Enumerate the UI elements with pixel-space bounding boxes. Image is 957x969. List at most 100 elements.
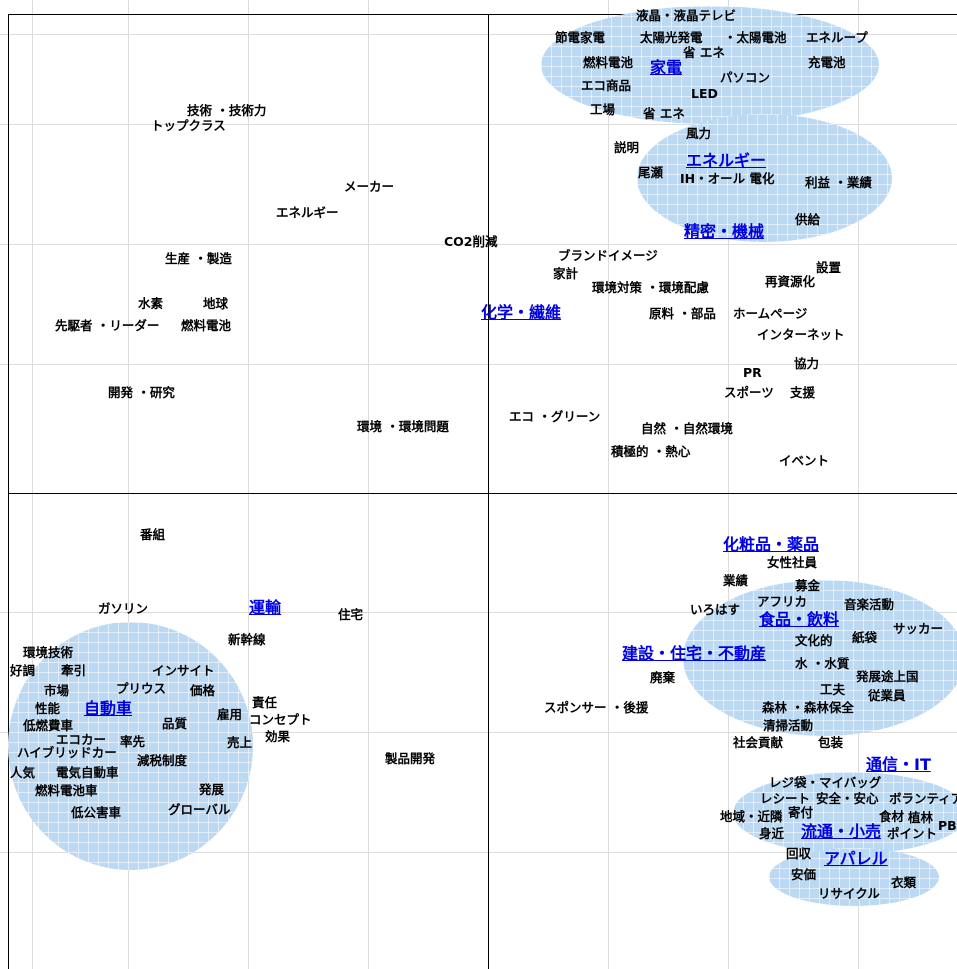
keyword: コンセプト [249,712,312,727]
keyword: CO2削減 [444,234,498,249]
keyword: 発展 [199,782,225,797]
keyword: サッカー [893,621,944,636]
keyword: 風力 [686,126,712,141]
keyword: 原料 ・部品 [649,306,716,321]
gridline [0,34,957,35]
keyword: レジ袋・マイバッグ [769,775,882,790]
keyword: 廃棄 [650,670,676,685]
keyword: 業績 [723,573,749,588]
keyword: 品質 [162,716,188,731]
keyword: 低燃費車 [23,718,74,733]
keyword: 燃料電池 [583,55,634,70]
gridline [858,0,859,969]
keyword: 女性社員 [767,555,818,570]
keyword: 音楽活動 [844,597,895,612]
cluster-jidosha [8,622,253,870]
category-apparel[interactable]: アパレル [824,849,888,868]
category-tsushin[interactable]: 通信・IT [866,755,931,774]
keyword: パソコン [720,70,771,85]
keyword: 工夫 [820,682,846,697]
keyword: 効果 [265,729,291,744]
keyword: 再資源化 [765,274,816,289]
keyword: 工場 [590,102,616,117]
category-ryutsu[interactable]: 流通・小売 [801,822,882,841]
keyword: 回収 [786,846,812,861]
frame-left [8,14,9,969]
keyword: 安全・安心 [816,791,879,806]
keyword: 燃料電池 [181,318,232,333]
keyword: リサイクル [818,886,880,901]
keyword: PR [743,365,762,380]
keyword: 安価 [791,867,817,882]
keyword: エコ商品 [581,78,632,93]
keyword: 環境 ・環境問題 [357,419,449,434]
keyword: 植林 [908,810,934,825]
category-shokuhin[interactable]: 食品・飲料 [759,610,840,629]
keyword: プリウス [116,681,167,696]
keyword: グローバル [168,802,231,817]
keyword: 尾瀬 [638,165,664,180]
keyword: 番組 [140,527,166,542]
keyword: 支援 [790,385,816,400]
keyword: 人気 [10,765,36,780]
keyword: 環境対策 ・環境配慮 [592,280,709,295]
category-kesho[interactable]: 化粧品・薬品 [723,535,820,554]
category-kagaku[interactable]: 化学・繊維 [481,303,562,322]
keyword: ハイブリッドカー [17,745,117,760]
keyword: 水 ・水質 [795,656,850,671]
keyword: LED [691,86,718,101]
keyword: 供給 [795,212,821,227]
gridline [248,0,249,969]
keyword: スポンサー ・後援 [544,700,649,715]
keyword: メーカー [344,179,395,194]
keyword: アフリカ [757,594,808,609]
keyword: 協力 [794,356,820,371]
keyword: 地域・近隣 [720,809,783,824]
keyword: 積極的 ・熱心 [611,444,691,459]
keyword: 地球 [203,296,229,311]
gridline [0,244,957,245]
gridline [0,612,957,613]
frame-top [8,14,957,15]
keyword: 低公害車 [71,805,122,820]
keyword: IH・オール 電化 [680,171,775,186]
keyword: インサイト [152,663,215,678]
keyword: 家計 [553,266,579,281]
category-unyu[interactable]: 運輸 [249,598,282,617]
keyword: 太陽光発電 [640,30,703,45]
keyword: 森林 ・森林保全 [762,700,854,715]
keyword: 住宅 [338,607,364,622]
keyword: イベント [779,453,830,468]
category-energy[interactable]: エネルギー [686,151,767,170]
keyword: 清掃活動 [763,718,814,733]
keyword: 環境技術 [23,645,74,660]
keyword: エネループ [806,30,868,45]
keyword: 牽引 [61,663,87,678]
category-kensetsu[interactable]: 建設・住宅・不動産 [622,644,767,663]
category-seimitsu[interactable]: 精密・機械 [684,222,765,241]
category-jidosha[interactable]: 自動車 [84,699,133,718]
keyword: 責任 [252,695,278,710]
keyword: エコ ・グリーン [509,409,601,424]
category-kaden[interactable]: 家電 [650,58,683,77]
keyword: 文化的 [795,633,833,648]
keyword: ブランドイメージ [558,248,658,263]
keyword: インターネット [757,327,845,342]
keyword: 設置 [816,260,842,275]
keyword: 従業員 [868,688,906,703]
keyword: 開発 ・研究 [108,385,175,400]
keyword: 寄付 [788,805,814,820]
keyword: 充電池 [808,55,846,70]
gridline [728,0,729,969]
keyword: 製品開発 [385,751,436,766]
keyword: 省 エネ [683,45,725,60]
keyword: いろはす [690,602,741,617]
keyword: 衣類 [891,875,917,890]
horizontal-axis [8,493,957,494]
gridline [608,0,609,969]
keyword: 節電家電 [555,30,606,45]
cluster-apparel [769,848,939,906]
keyword: 自然 ・自然環境 [641,421,733,436]
keyword: トップクラス [151,118,226,133]
